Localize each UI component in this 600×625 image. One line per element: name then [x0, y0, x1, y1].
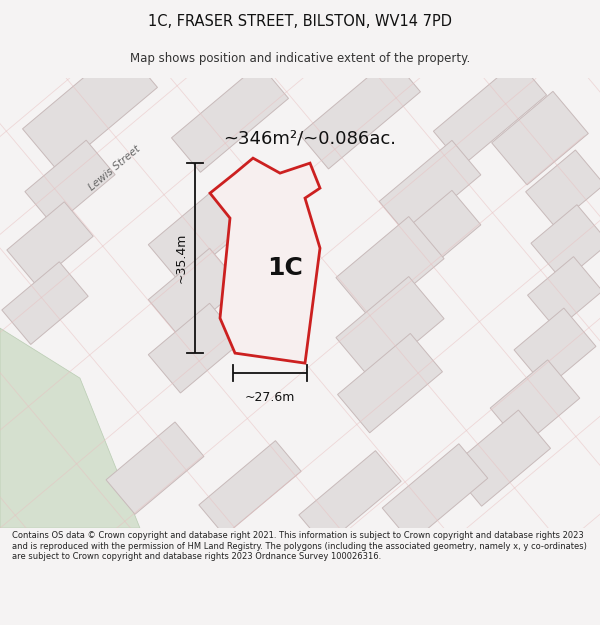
Polygon shape — [336, 216, 444, 320]
Polygon shape — [148, 193, 242, 283]
Polygon shape — [106, 422, 204, 514]
Polygon shape — [25, 140, 115, 226]
Polygon shape — [23, 45, 157, 171]
Polygon shape — [526, 150, 600, 226]
Polygon shape — [336, 276, 444, 380]
Polygon shape — [490, 360, 580, 446]
Text: Map shows position and indicative extent of the property.: Map shows position and indicative extent… — [130, 52, 470, 65]
Polygon shape — [338, 334, 442, 432]
Polygon shape — [148, 303, 242, 393]
Polygon shape — [491, 91, 589, 185]
Text: Contains OS data © Crown copyright and database right 2021. This information is : Contains OS data © Crown copyright and d… — [12, 531, 587, 561]
Polygon shape — [299, 58, 421, 169]
Polygon shape — [7, 202, 93, 284]
Polygon shape — [527, 257, 600, 329]
Polygon shape — [433, 61, 547, 166]
Text: Lewis Street: Lewis Street — [87, 144, 143, 192]
Text: ~346m²/~0.086ac.: ~346m²/~0.086ac. — [223, 129, 397, 147]
Polygon shape — [531, 205, 600, 281]
Polygon shape — [199, 441, 301, 536]
Polygon shape — [0, 328, 140, 528]
Polygon shape — [172, 64, 289, 173]
Polygon shape — [379, 191, 481, 286]
Text: 1C: 1C — [267, 256, 303, 280]
Polygon shape — [2, 262, 88, 344]
Polygon shape — [299, 451, 401, 546]
Polygon shape — [382, 444, 488, 542]
Text: ~35.4m: ~35.4m — [175, 233, 187, 283]
Polygon shape — [210, 158, 320, 363]
Polygon shape — [148, 248, 242, 338]
Polygon shape — [514, 308, 596, 388]
Text: ~27.6m: ~27.6m — [245, 391, 295, 404]
Text: 1C, FRASER STREET, BILSTON, WV14 7PD: 1C, FRASER STREET, BILSTON, WV14 7PD — [148, 14, 452, 29]
Polygon shape — [449, 410, 551, 506]
Polygon shape — [379, 141, 481, 236]
